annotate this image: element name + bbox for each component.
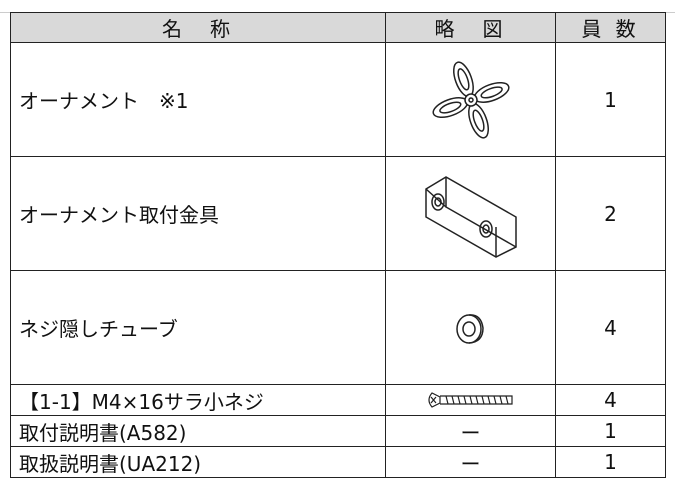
part-name: オーナメント ※1 <box>10 42 386 157</box>
header-cell: 略 図 <box>385 12 556 43</box>
sketch: ー <box>385 446 556 478</box>
part-name: 取扱説明書(UA212) <box>10 446 386 478</box>
count: 1 <box>555 415 666 447</box>
parts-table: 名 称 略 図 員 数 オーナメント ※1 1 オーナメント取付金具 <box>10 12 666 478</box>
row: オーナメント ※1 1 <box>10 42 666 157</box>
row: 取付説明書(A582) ー 1 <box>10 415 666 447</box>
count: 4 <box>555 270 666 385</box>
count: 4 <box>555 384 666 416</box>
count: 1 <box>555 42 666 157</box>
row: 取扱説明書(UA212) ー 1 <box>10 446 666 478</box>
part-name: ネジ隠しチューブ <box>10 270 386 385</box>
bracket-sketch <box>424 175 517 258</box>
sketch <box>385 156 556 271</box>
count: 1 <box>555 446 666 478</box>
sketch: ー <box>385 415 556 447</box>
sketch <box>385 384 556 416</box>
row: 【1-1】M4×16サラ小ネジ 4 <box>10 384 666 416</box>
row: オーナメント取付金具 2 <box>10 156 666 271</box>
part-name: 取付説明書(A582) <box>10 415 386 447</box>
sketch <box>385 42 556 157</box>
screw-sketch <box>427 392 513 408</box>
row: ネジ隠しチューブ 4 <box>10 270 666 385</box>
tube-sketch <box>455 313 484 344</box>
part-name: オーナメント取付金具 <box>10 156 386 271</box>
header-cell: 名 称 <box>10 12 386 43</box>
ornament-sketch <box>431 60 510 139</box>
header-row: 名 称 略 図 員 数 <box>10 12 666 43</box>
header-cell: 員 数 <box>555 12 666 43</box>
part-name: 【1-1】M4×16サラ小ネジ <box>10 384 386 416</box>
count: 2 <box>555 156 666 271</box>
sketch <box>385 270 556 385</box>
